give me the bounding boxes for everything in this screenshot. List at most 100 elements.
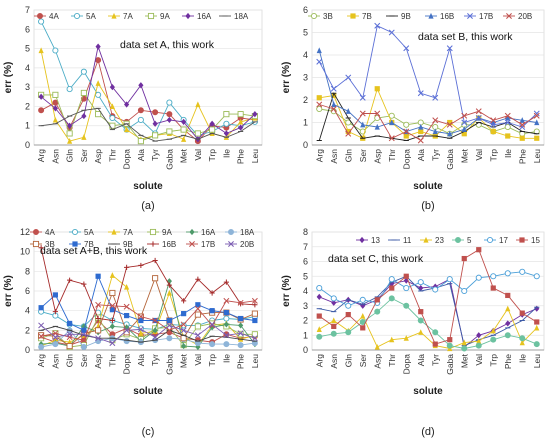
data-point xyxy=(534,119,540,126)
data-point xyxy=(252,302,258,308)
series-15 xyxy=(316,247,540,347)
x-tick-label: Val xyxy=(193,354,203,366)
data-point xyxy=(81,112,87,120)
data-point xyxy=(461,131,467,137)
data-point xyxy=(223,310,229,316)
legend-marker xyxy=(467,13,473,19)
x-tick-label: Asp xyxy=(372,149,382,164)
y-tick-label: 0 xyxy=(303,140,308,150)
series-line xyxy=(40,325,255,343)
data-point xyxy=(223,297,230,304)
legend-marker xyxy=(147,12,155,20)
y-tick-label: 5 xyxy=(25,44,30,54)
data-point xyxy=(519,339,525,346)
data-point xyxy=(138,330,144,336)
data-point xyxy=(137,326,144,333)
data-point xyxy=(109,289,116,297)
data-point xyxy=(374,86,380,92)
data-point xyxy=(345,108,351,114)
series-17B xyxy=(316,22,540,130)
y-tick-label: 4 xyxy=(303,50,308,60)
data-point xyxy=(38,305,44,311)
x-tick-label: Ala xyxy=(136,354,146,367)
data-point xyxy=(52,341,59,348)
x-tick-label: Thr xyxy=(387,149,397,162)
y-tick-label: 5 xyxy=(303,28,308,38)
data-point xyxy=(166,116,172,124)
x-tick-label: Arg xyxy=(314,354,324,368)
y-tick-label: 10 xyxy=(20,247,30,257)
data-point xyxy=(417,90,424,97)
data-point xyxy=(504,332,511,339)
data-point xyxy=(67,277,73,283)
data-point xyxy=(137,107,144,114)
legend-marker xyxy=(37,12,44,19)
data-point xyxy=(80,331,87,338)
x-tick-label: Trp xyxy=(488,354,498,367)
data-point xyxy=(137,138,144,145)
x-tick-label: Gln xyxy=(65,149,75,163)
data-point xyxy=(461,287,468,295)
data-point xyxy=(209,308,215,314)
data-point xyxy=(123,327,130,334)
data-point xyxy=(95,80,101,86)
data-point xyxy=(360,121,366,128)
x-tick-label: Leu xyxy=(532,149,542,163)
legend-label: 18A xyxy=(234,12,249,21)
data-point xyxy=(52,292,58,298)
data-point xyxy=(389,336,395,343)
legend-item: 23 xyxy=(420,236,444,245)
data-point xyxy=(166,327,173,334)
x-tick-label: Tyr xyxy=(430,354,440,366)
legend-marker xyxy=(310,12,318,20)
panel-caption: (d) xyxy=(421,426,434,438)
x-axis-label: solute xyxy=(133,181,163,192)
dataset-annotation: data set A+B, this work xyxy=(40,245,148,257)
data-point xyxy=(38,47,44,54)
legend-item: 15 xyxy=(516,236,540,245)
data-point xyxy=(251,297,258,304)
data-point xyxy=(223,120,230,127)
data-point xyxy=(389,280,395,287)
data-point xyxy=(490,285,496,291)
data-point xyxy=(52,91,59,98)
series-line xyxy=(40,44,256,140)
data-point xyxy=(52,309,58,315)
data-point xyxy=(316,95,322,101)
data-point xyxy=(209,120,215,127)
data-point xyxy=(403,128,410,135)
data-point xyxy=(316,285,323,292)
x-tick-label: Dopa xyxy=(122,149,132,170)
data-point xyxy=(152,334,159,341)
data-point xyxy=(388,29,395,36)
data-point xyxy=(181,311,187,317)
data-point xyxy=(81,327,87,333)
data-point xyxy=(345,329,352,336)
data-point xyxy=(209,341,216,348)
data-point xyxy=(447,337,453,343)
data-point xyxy=(223,279,229,285)
panel-caption: (b) xyxy=(421,200,434,212)
legend-item: 18A xyxy=(225,228,255,237)
data-point xyxy=(475,115,482,121)
data-point xyxy=(418,128,424,135)
data-point xyxy=(80,89,87,96)
data-point xyxy=(252,111,258,118)
x-tick-label: Dopa xyxy=(401,149,411,170)
data-point xyxy=(237,342,244,349)
x-tick-label: Thr xyxy=(387,354,397,367)
data-point xyxy=(95,111,102,118)
data-point xyxy=(166,128,173,135)
data-point xyxy=(66,331,73,338)
data-point xyxy=(461,255,467,262)
data-point xyxy=(195,101,201,108)
legend-marker xyxy=(227,229,234,235)
data-point xyxy=(223,111,230,118)
data-point xyxy=(109,307,115,313)
y-tick-label: 2 xyxy=(303,316,308,326)
x-tick-label: Tyr xyxy=(150,149,160,161)
data-point xyxy=(95,315,101,322)
data-point xyxy=(316,333,323,340)
legend-label: 13 xyxy=(371,236,380,245)
